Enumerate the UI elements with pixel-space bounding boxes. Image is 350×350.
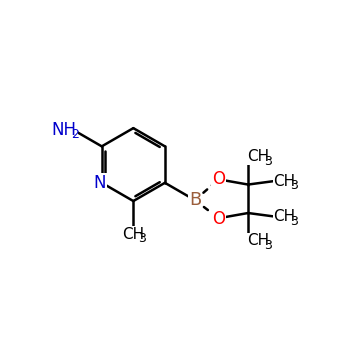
Text: O: O [212, 170, 225, 188]
Text: 3: 3 [138, 232, 146, 245]
Text: CH: CH [122, 226, 145, 242]
Text: 3: 3 [264, 155, 272, 168]
Text: CH: CH [247, 149, 270, 164]
Text: O: O [212, 210, 225, 228]
Text: B: B [189, 191, 201, 209]
Text: 2: 2 [71, 128, 79, 141]
Text: 3: 3 [290, 180, 298, 193]
Text: CH: CH [247, 233, 270, 248]
Text: N: N [94, 174, 106, 192]
Text: NH: NH [52, 121, 77, 139]
Text: 3: 3 [264, 239, 272, 252]
Text: CH: CH [273, 209, 296, 224]
Text: 3: 3 [290, 215, 298, 228]
Text: CH: CH [273, 174, 296, 189]
